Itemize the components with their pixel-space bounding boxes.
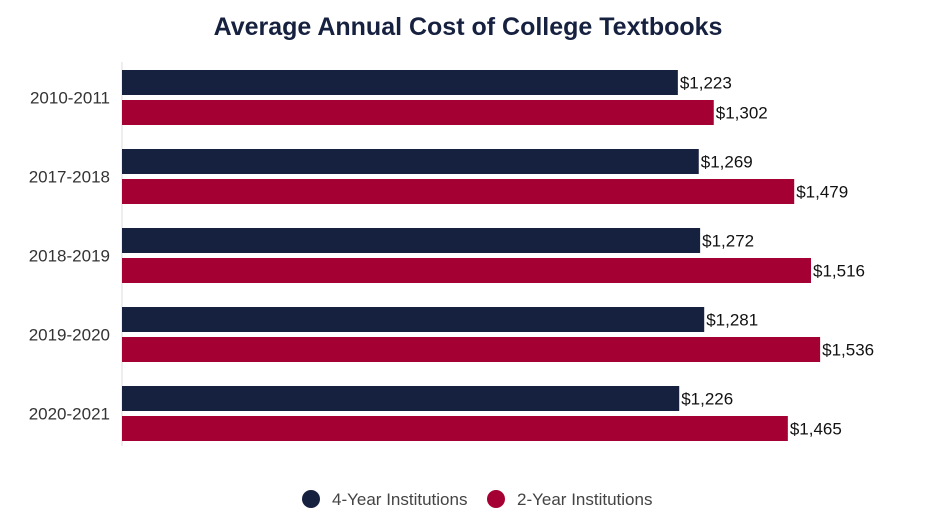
bar-four-year — [122, 307, 705, 332]
bar-four-year — [122, 386, 680, 411]
bar-value-label: $1,281 — [706, 311, 758, 330]
legend-marker — [302, 490, 320, 508]
category-label: 2020-2021 — [29, 405, 110, 424]
bar-four-year — [122, 228, 701, 253]
category-axis-labels: 2010-2011 2017-2018 2018-2019 2019-2020 2020… — [29, 89, 110, 424]
bar-series-group — [122, 70, 821, 441]
bar-value-label: $1,269 — [701, 153, 753, 172]
bar-two-year — [122, 179, 795, 204]
legend-label: 2-Year Institutions — [517, 490, 652, 509]
bar-two-year — [122, 100, 714, 125]
bar-two-year — [122, 258, 812, 283]
data-labels-group: $1,223 $1,302 $1,269 $1,479 $1,272 $1,516 $1,2… — [680, 74, 874, 439]
legend-marker — [487, 490, 505, 508]
chart-title: Average Annual Cost of College Textbooks — [214, 13, 723, 41]
bar-value-label: $1,479 — [796, 183, 848, 202]
category-label: 2018-2019 — [29, 247, 110, 266]
bar-value-label: $1,223 — [680, 74, 732, 93]
bar-four-year — [122, 149, 699, 174]
bar-value-label: $1,536 — [822, 341, 874, 360]
category-label: 2017-2018 — [29, 168, 110, 187]
legend: 4-Year Institutions 2-Year Institutions — [302, 490, 652, 509]
category-label: 2010-2011 — [30, 89, 110, 108]
bar-value-label: $1,226 — [681, 390, 733, 409]
bar-value-label: $1,302 — [716, 104, 768, 123]
category-label: 2019-2020 — [29, 326, 110, 345]
bar-value-label: $1,465 — [790, 420, 842, 439]
bar-two-year — [122, 337, 821, 362]
bar-two-year — [122, 416, 788, 441]
bar-four-year — [122, 70, 678, 95]
bar-value-label: $1,516 — [813, 262, 865, 281]
bar-value-label: $1,272 — [702, 232, 754, 251]
legend-label: 4-Year Institutions — [332, 490, 467, 509]
